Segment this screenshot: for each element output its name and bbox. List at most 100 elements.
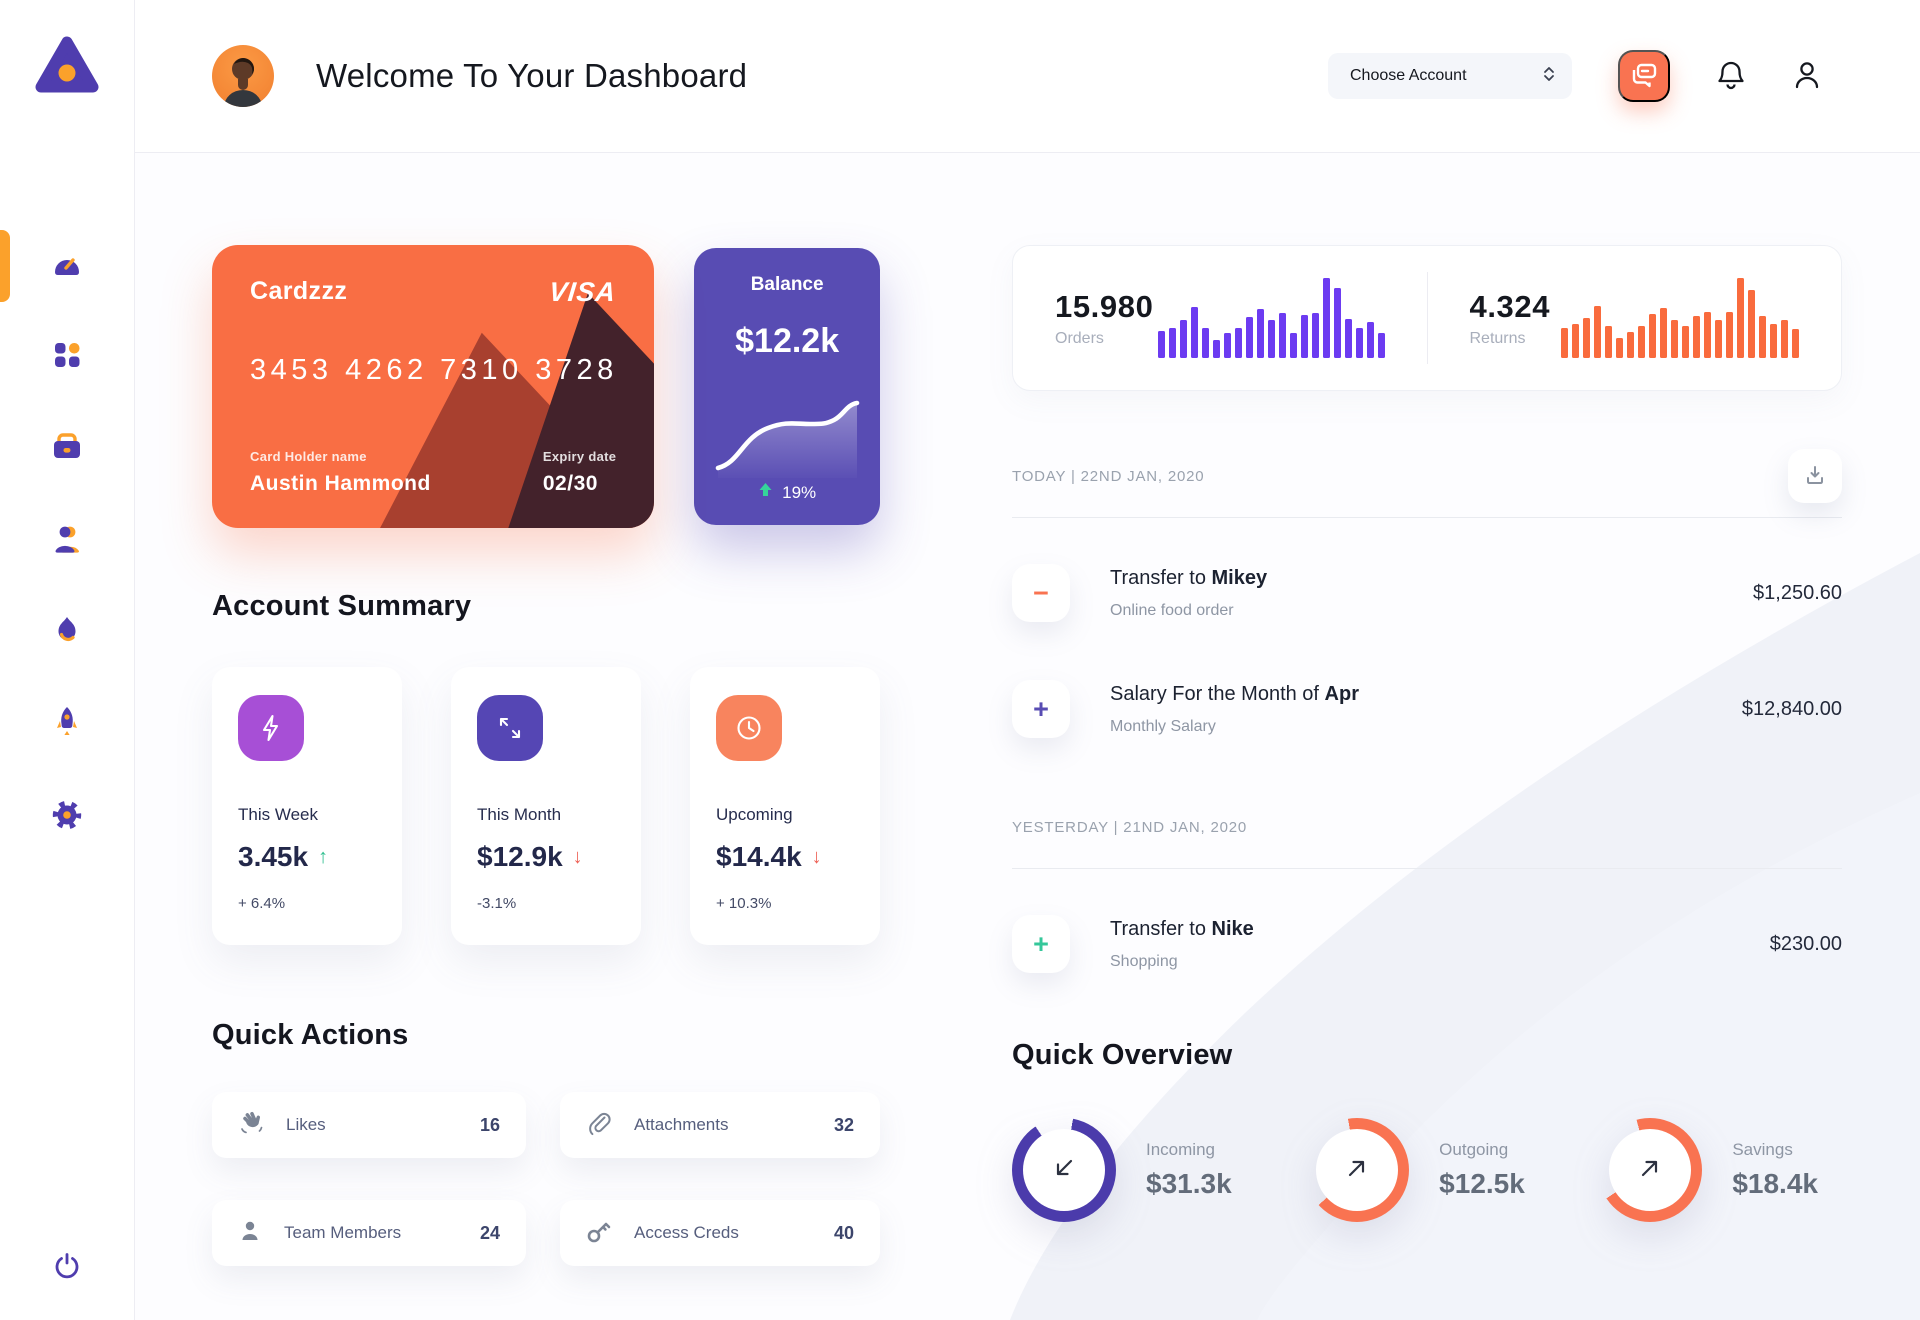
- quick-overview-title: Quick Overview: [1012, 1039, 1233, 1071]
- summary-label: This Week: [238, 805, 318, 824]
- balance-value: $12.2k: [735, 322, 840, 360]
- logout-button[interactable]: [52, 1251, 82, 1286]
- overview-label: Outgoing: [1439, 1140, 1509, 1159]
- balance-change: 19%: [782, 482, 817, 502]
- quick-actions-title: Quick Actions: [212, 1019, 409, 1051]
- paperclip-icon: [586, 1110, 612, 1141]
- overview-label: Savings: [1732, 1140, 1793, 1159]
- transfer-arrows-icon: [477, 695, 543, 761]
- bell-icon: [1716, 59, 1746, 94]
- app-logo-triangle-icon: [34, 32, 100, 98]
- user-icon: [51, 523, 83, 560]
- orders-returns-card: 15.980 Orders 4.324 Returns: [1012, 245, 1842, 391]
- summary-label: Upcoming: [716, 805, 793, 824]
- gear-icon: [50, 798, 84, 837]
- balance-card[interactable]: Balance $12.2k: [694, 248, 880, 525]
- plus-icon: +: [1012, 915, 1070, 973]
- overview-value: $31.3k: [1146, 1168, 1232, 1199]
- sidebar-item-settings[interactable]: [0, 798, 134, 837]
- summary-card-this-month[interactable]: This Month $12.9k ↓ -3.1%: [451, 667, 641, 945]
- quick-action-label: Team Members: [284, 1223, 402, 1242]
- profile-button[interactable]: [1792, 59, 1822, 94]
- flame-icon: [51, 614, 83, 651]
- power-icon: [52, 1253, 82, 1285]
- outgoing-donut-chart: [1305, 1118, 1410, 1222]
- orders-value: 15.980: [1055, 288, 1154, 324]
- account-select-value: Choose Account: [1350, 67, 1467, 84]
- returns-bar-chart: [1561, 278, 1799, 358]
- account-select[interactable]: Choose Account: [1328, 53, 1572, 99]
- account-summary-cards: This Week 3.45k ↑ + 6.4% This Month: [212, 667, 880, 945]
- lightning-icon: [238, 695, 304, 761]
- summary-label: This Month: [477, 805, 562, 824]
- wave-hand-icon: [238, 1110, 264, 1141]
- clock-icon: [716, 695, 782, 761]
- notifications-button[interactable]: [1716, 59, 1746, 94]
- member-icon: [238, 1219, 262, 1248]
- sidebar-item-dashboard[interactable]: [0, 229, 134, 302]
- date-group-today: TODAY | 22ND JAN, 2020: [1012, 467, 1205, 485]
- overview-savings: Savings $18.4k: [1598, 1118, 1818, 1222]
- summary-change: + 6.4%: [238, 895, 286, 912]
- sidebar-item-portfolio[interactable]: [0, 430, 134, 469]
- download-button[interactable]: [1788, 449, 1842, 503]
- summary-card-this-week[interactable]: This Week 3.45k ↑ + 6.4%: [212, 667, 402, 945]
- account-summary-title: Account Summary: [212, 590, 472, 622]
- quick-action-likes[interactable]: Likes 16: [212, 1092, 526, 1158]
- orders-label: Orders: [1055, 329, 1104, 347]
- sidebar-item-launch[interactable]: [0, 705, 134, 744]
- balance-label: Balance: [750, 274, 824, 295]
- download-icon: [1803, 463, 1827, 490]
- trend-up-icon: ↑: [318, 845, 329, 868]
- minus-icon: −: [1012, 564, 1070, 622]
- chat-button[interactable]: [1618, 50, 1670, 102]
- key-icon: [586, 1218, 612, 1249]
- profile-icon: [1792, 59, 1822, 94]
- transaction-amount: $230.00: [1769, 932, 1842, 955]
- transaction-row[interactable]: + Transfer to Nike Shopping $230.00: [1012, 915, 1842, 973]
- transaction-title: Transfer to Mikey: [1110, 566, 1268, 589]
- quick-action-team-members[interactable]: Team Members 24: [212, 1200, 526, 1266]
- credit-card[interactable]: Cardzzz VISA 3453 4262 7310 3728 Card Ho…: [212, 245, 655, 528]
- summary-card-upcoming[interactable]: Upcoming $14.4k ↓ + 10.3%: [690, 667, 880, 945]
- card-expiry: 02/30: [542, 472, 598, 495]
- up-right-arrow-icon: [1342, 1153, 1372, 1188]
- card-holder-name: Austin Hammond: [250, 472, 431, 495]
- dashboard-content: Cardzzz VISA 3453 4262 7310 3728 Card Ho…: [135, 153, 1920, 1320]
- summary-value: 3.45k: [238, 841, 309, 872]
- quick-actions-grid: Likes 16 Attachments 32: [212, 1092, 880, 1266]
- trend-down-icon: ↓: [572, 845, 583, 868]
- page-title: Welcome To Your Dashboard: [316, 57, 748, 94]
- sidebar-item-users[interactable]: [0, 523, 134, 560]
- summary-value: $14.4k: [716, 841, 802, 872]
- chevron-updown-icon: [1542, 65, 1556, 88]
- card-holder-label: Card Holder name: [250, 449, 367, 464]
- quick-action-count: 24: [479, 1222, 500, 1243]
- summary-change: -3.1%: [477, 895, 517, 912]
- divider: [1426, 272, 1428, 364]
- summary-value: $12.9k: [477, 841, 563, 872]
- user-avatar[interactable]: [212, 45, 274, 107]
- quick-action-attachments[interactable]: Attachments 32: [560, 1092, 880, 1158]
- sidebar-item-trending[interactable]: [0, 614, 134, 651]
- sidebar: [0, 0, 135, 1320]
- divider: [1012, 517, 1842, 518]
- incoming-donut-chart: [1012, 1118, 1116, 1222]
- sidebar-item-apps[interactable]: [0, 339, 134, 376]
- transaction-title: Transfer to Nike: [1110, 917, 1254, 940]
- quick-action-label: Likes: [286, 1115, 326, 1134]
- transaction-title: Salary For the Month of Apr: [1110, 682, 1359, 705]
- quick-action-access-creds[interactable]: Access Creds 40: [560, 1200, 880, 1266]
- gauge-icon: [50, 246, 84, 285]
- overview-outgoing: Outgoing $12.5k: [1305, 1118, 1525, 1222]
- down-left-arrow-icon: [1049, 1153, 1079, 1188]
- balance-line-chart: [715, 400, 860, 478]
- active-indicator: [0, 229, 10, 302]
- visa-logo: VISA: [547, 277, 618, 307]
- quick-action-count: 16: [479, 1114, 500, 1135]
- top-header: Welcome To Your Dashboard Choose Account: [135, 0, 1920, 153]
- transaction-row[interactable]: + Salary For the Month of Apr Monthly Sa…: [1012, 680, 1842, 738]
- overview-value: $12.5k: [1439, 1168, 1525, 1199]
- chat-icon: [1629, 60, 1659, 93]
- transaction-row[interactable]: − Transfer to Mikey Online food order $1…: [1012, 564, 1842, 622]
